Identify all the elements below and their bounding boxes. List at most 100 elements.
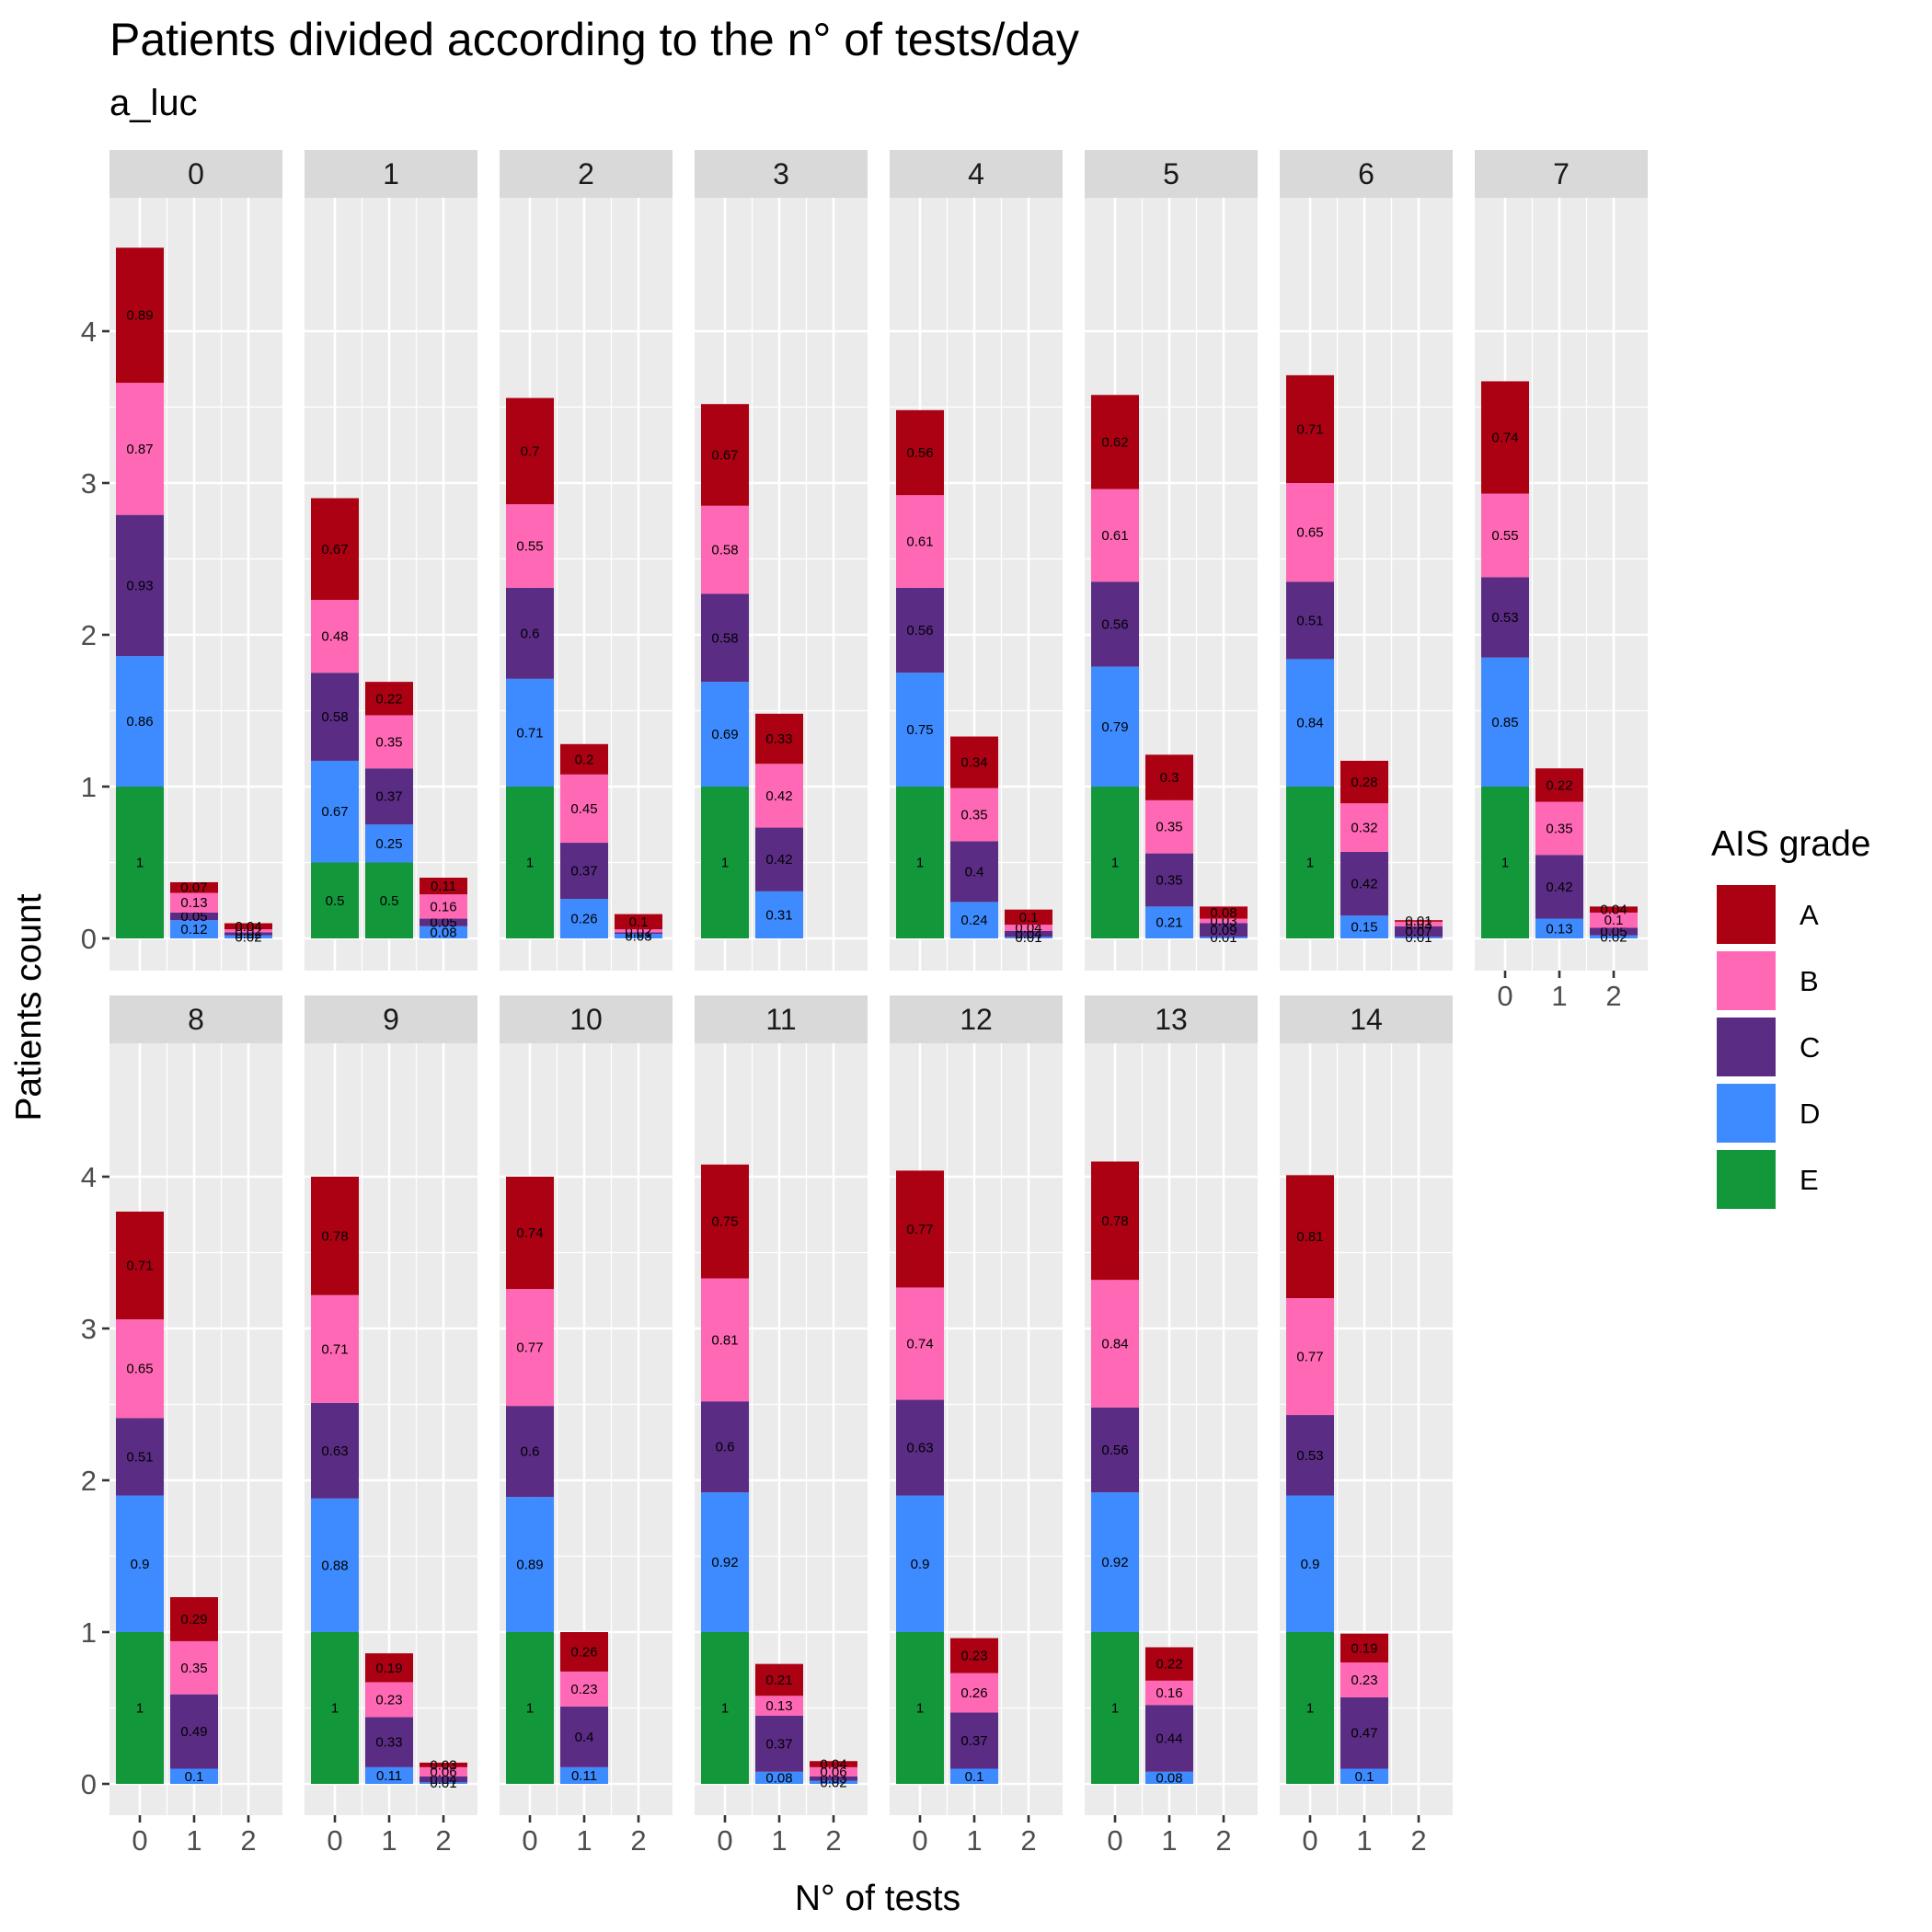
bar-value-label: 0.28 xyxy=(1351,775,1377,790)
bar-segment-B xyxy=(506,1289,554,1407)
bar-value-label: 1 xyxy=(1306,856,1314,871)
facet-strip-label: 5 xyxy=(1163,157,1179,190)
bar-segment-D xyxy=(560,1766,608,1784)
bar-segment-E xyxy=(1091,787,1139,938)
bar-value-label: 0.1 xyxy=(629,914,649,930)
bar-value-label: 0.16 xyxy=(1156,1685,1182,1701)
bar-value-label: 0.71 xyxy=(1296,421,1323,437)
bar-value-label: 0.22 xyxy=(375,691,402,707)
bar-segment-E xyxy=(311,862,359,938)
bar-segment-D xyxy=(1395,937,1443,938)
bar-value-label: 0.81 xyxy=(1296,1229,1323,1245)
bar-segment-C xyxy=(1340,1696,1388,1769)
bar-segment-B xyxy=(1145,799,1193,854)
bar-value-label: 0.75 xyxy=(906,722,933,738)
bar-segment-B xyxy=(560,1671,608,1707)
bar-segment-B xyxy=(896,495,944,588)
bar-segment-D xyxy=(950,902,998,938)
bar-value-label: 0.77 xyxy=(906,1222,933,1237)
bar-segment-A xyxy=(1535,768,1583,802)
bar-value-label: 0.6 xyxy=(716,1440,735,1455)
bar-value-label: 0.19 xyxy=(375,1661,402,1676)
bar-segment-D xyxy=(701,682,749,787)
bar-segment-A xyxy=(560,743,608,775)
y-tick-label: 3 xyxy=(81,1313,97,1345)
bar-segment-D xyxy=(420,926,467,938)
bar-segment-D xyxy=(365,824,413,863)
bar-segment-C xyxy=(506,1406,554,1498)
bar-value-label: 0.33 xyxy=(765,731,792,747)
bar-value-label: 0.26 xyxy=(570,1644,597,1660)
y-tick-label: 1 xyxy=(81,1616,97,1649)
bar-segment-A xyxy=(896,1170,944,1288)
bar-segment-B xyxy=(755,1696,803,1716)
bar-value-label: 0.19 xyxy=(1351,1640,1377,1656)
bar-segment-A xyxy=(701,404,749,506)
bar-value-label: 0.84 xyxy=(1296,716,1323,731)
bar-value-label: 0.32 xyxy=(1351,821,1377,836)
bar-segment-B xyxy=(1091,1280,1139,1408)
bar-segment-B xyxy=(896,1287,944,1400)
bar-segment-E xyxy=(1286,787,1334,938)
x-tick-label: 2 xyxy=(630,1824,646,1857)
bar-segment-E xyxy=(1286,1632,1334,1784)
bar-value-label: 0.4 xyxy=(575,1730,594,1745)
bar-segment-B xyxy=(1395,921,1443,926)
bar-value-label: 0.44 xyxy=(1156,1731,1182,1747)
bar-segment-D xyxy=(1535,918,1583,938)
bar-value-label: 0.1 xyxy=(1355,1769,1374,1785)
facet-strip-label: 1 xyxy=(383,157,399,190)
bar-segment-D xyxy=(170,1768,218,1784)
bar-segment-B xyxy=(1200,918,1248,924)
bar-value-label: 0.85 xyxy=(1491,715,1518,730)
facet-strip-label: 8 xyxy=(188,1003,204,1036)
facet-strip xyxy=(1280,995,1453,1043)
bar-segment-C xyxy=(1395,926,1443,937)
bar-value-label: 1 xyxy=(1501,856,1509,871)
bar-value-label: 0.35 xyxy=(180,1661,207,1676)
bar-segment-B xyxy=(615,929,662,933)
bar-segment-B xyxy=(1286,483,1334,582)
bar-value-label: 0.09 xyxy=(1210,923,1236,938)
bar-segment-D xyxy=(1340,1768,1388,1784)
bar-value-label: 0.37 xyxy=(570,864,597,880)
bar-segment-C xyxy=(755,1715,803,1772)
bar-value-label: 0.62 xyxy=(1101,434,1128,450)
bar-value-label: 0.08 xyxy=(765,1770,792,1786)
chart-subtitle: a_luc xyxy=(109,83,198,123)
bar-segment-D xyxy=(506,1497,554,1632)
y-tick-label: 2 xyxy=(81,1465,97,1497)
bar-segment-D xyxy=(1286,1495,1334,1632)
bar-value-label: 0.47 xyxy=(1351,1726,1377,1742)
bar-value-label: 0.11 xyxy=(431,879,456,894)
bar-segment-E xyxy=(506,1632,554,1784)
bar-value-label: 0.53 xyxy=(1491,610,1518,626)
bar-value-label: 0.21 xyxy=(765,1673,792,1688)
bar-segment-B xyxy=(1590,912,1638,928)
x-tick-label: 0 xyxy=(1497,980,1512,1012)
bar-value-label: 0.16 xyxy=(430,899,456,914)
legend-swatch-B xyxy=(1717,951,1776,1010)
bar-segment-C xyxy=(1005,930,1052,937)
bar-value-label: 0.05 xyxy=(430,915,456,931)
bar-segment-D xyxy=(116,656,164,787)
bar-value-label: 0.48 xyxy=(321,629,348,645)
y-tick-label: 3 xyxy=(81,467,97,500)
bar-value-label: 1 xyxy=(916,856,924,871)
x-tick-label: 0 xyxy=(327,1824,342,1857)
facet-strip xyxy=(109,150,282,198)
bar-segment-B xyxy=(420,894,467,919)
bar-segment-C xyxy=(896,587,944,673)
bar-segment-A xyxy=(1286,1175,1334,1298)
bar-segment-B xyxy=(365,715,413,769)
bar-segment-B xyxy=(950,1673,998,1713)
facet-strip-label: 3 xyxy=(773,157,789,190)
bar-value-label: 0.7 xyxy=(521,443,540,459)
bar-segment-A xyxy=(506,397,554,505)
bar-value-label: 0.84 xyxy=(1101,1337,1128,1352)
bar-segment-E xyxy=(896,1632,944,1784)
bar-segment-C xyxy=(311,1402,359,1499)
bar-segment-A xyxy=(116,247,164,384)
bar-segment-A xyxy=(1145,754,1193,800)
